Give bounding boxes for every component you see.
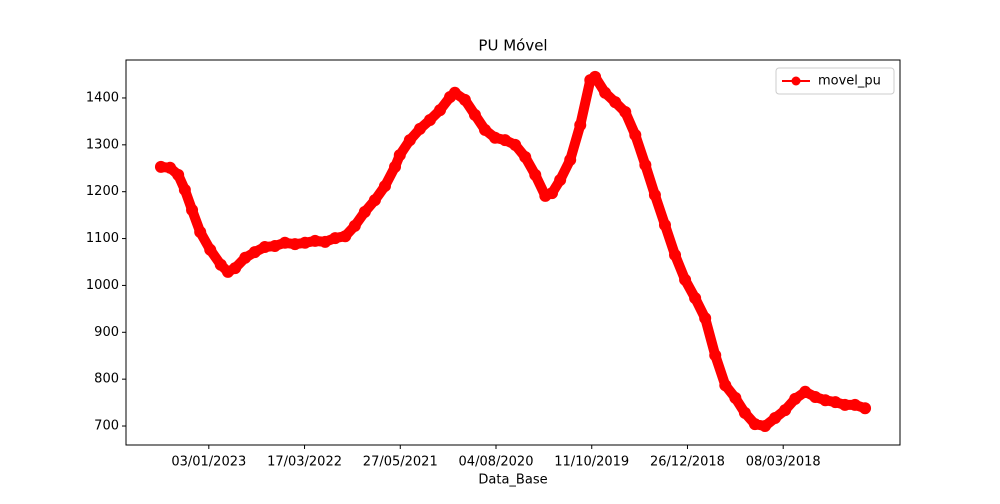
x-tick-label: 08/03/2018 (746, 455, 821, 470)
plot-area (125, 59, 901, 446)
point (154, 160, 167, 173)
point (403, 134, 416, 147)
legend-box (775, 67, 895, 95)
point (278, 236, 291, 249)
point (164, 161, 177, 174)
point (348, 219, 361, 232)
point (589, 70, 602, 83)
point (709, 349, 722, 362)
point (629, 128, 642, 141)
point (829, 396, 842, 409)
point (268, 240, 281, 253)
y-tick-label: 700 (94, 419, 119, 434)
point (639, 158, 652, 171)
point (648, 188, 661, 201)
point (468, 108, 481, 121)
point (819, 394, 832, 407)
x-tick-label: 27/05/2021 (363, 455, 438, 470)
x-tick-label: 11/10/2019 (554, 455, 629, 470)
point (599, 86, 612, 99)
point (499, 134, 512, 147)
point (194, 225, 207, 238)
point (378, 180, 391, 193)
y-tick-label: 1300 (86, 137, 119, 152)
point (413, 122, 426, 135)
y-tick-label: 1000 (86, 278, 119, 293)
point (669, 248, 682, 261)
point (738, 406, 751, 419)
point (339, 230, 352, 243)
point (779, 404, 792, 417)
point (699, 312, 712, 325)
y-tick-label: 1200 (86, 184, 119, 199)
point (789, 392, 802, 405)
point (448, 86, 461, 99)
point (288, 238, 301, 251)
point (554, 173, 567, 186)
point (358, 205, 371, 218)
y-tick-label: 800 (94, 372, 119, 387)
point (186, 203, 199, 216)
point (509, 138, 522, 151)
point (769, 412, 782, 425)
point (859, 402, 872, 415)
point (248, 246, 261, 259)
point (393, 149, 406, 162)
point (229, 262, 242, 275)
point (329, 232, 342, 245)
point (489, 131, 502, 144)
point (574, 119, 587, 132)
legend-label: movel_pu (818, 74, 881, 89)
y-tick-label: 900 (94, 325, 119, 340)
y-tick-label: 1400 (86, 90, 119, 105)
point (719, 379, 732, 392)
point (178, 183, 191, 196)
point (849, 398, 862, 411)
point (658, 218, 671, 231)
point (368, 194, 381, 207)
point (546, 187, 559, 200)
point (729, 391, 742, 404)
point (309, 234, 322, 247)
point (434, 104, 447, 117)
y-tick-label: 1100 (86, 231, 119, 246)
x-tick-label: 03/01/2023 (171, 455, 246, 470)
x-tick-label: 04/08/2020 (459, 455, 534, 470)
point (619, 106, 632, 119)
x-tick-label: 17/03/2022 (267, 455, 342, 470)
point (239, 251, 252, 264)
point (258, 240, 271, 253)
point (519, 151, 532, 164)
point (299, 236, 312, 249)
point (809, 390, 822, 403)
point (478, 123, 491, 136)
point (689, 292, 702, 305)
point (564, 153, 577, 166)
point (319, 235, 332, 248)
point (748, 418, 761, 431)
point (423, 113, 436, 126)
x-tick-label: 26/12/2018 (650, 455, 725, 470)
chart-title: PU Móvel (478, 37, 547, 55)
point (529, 168, 542, 181)
point (759, 420, 772, 433)
point (609, 96, 622, 109)
point (838, 398, 851, 411)
point (172, 168, 185, 181)
point (204, 243, 217, 256)
legend-marker (791, 76, 801, 86)
point (799, 385, 812, 398)
point (389, 160, 402, 173)
x-axis-label: Data_Base (478, 473, 547, 488)
point (679, 273, 692, 286)
point (458, 93, 471, 106)
